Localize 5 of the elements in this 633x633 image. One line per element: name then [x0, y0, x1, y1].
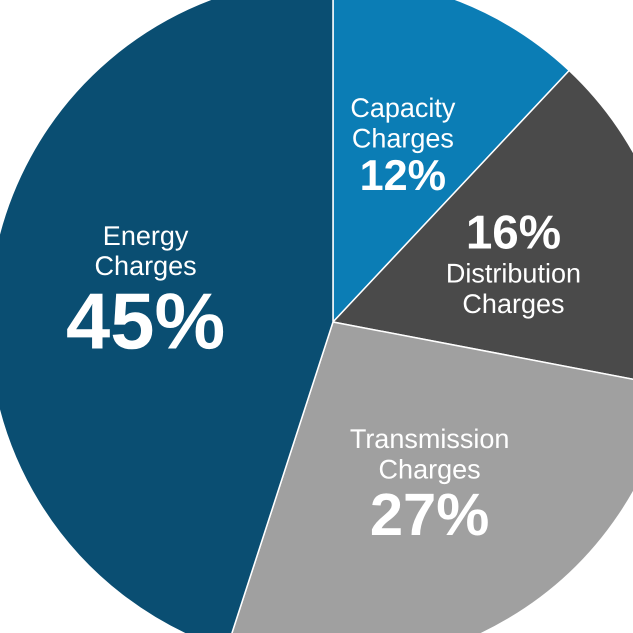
data-label: 16%: [466, 206, 562, 260]
slice-label: Distribution Charges: [446, 258, 581, 320]
slice-label: Capacity Charges: [350, 93, 456, 154]
slice-label: Transmission Charges: [350, 424, 510, 485]
data-label: 12%: [360, 152, 446, 200]
